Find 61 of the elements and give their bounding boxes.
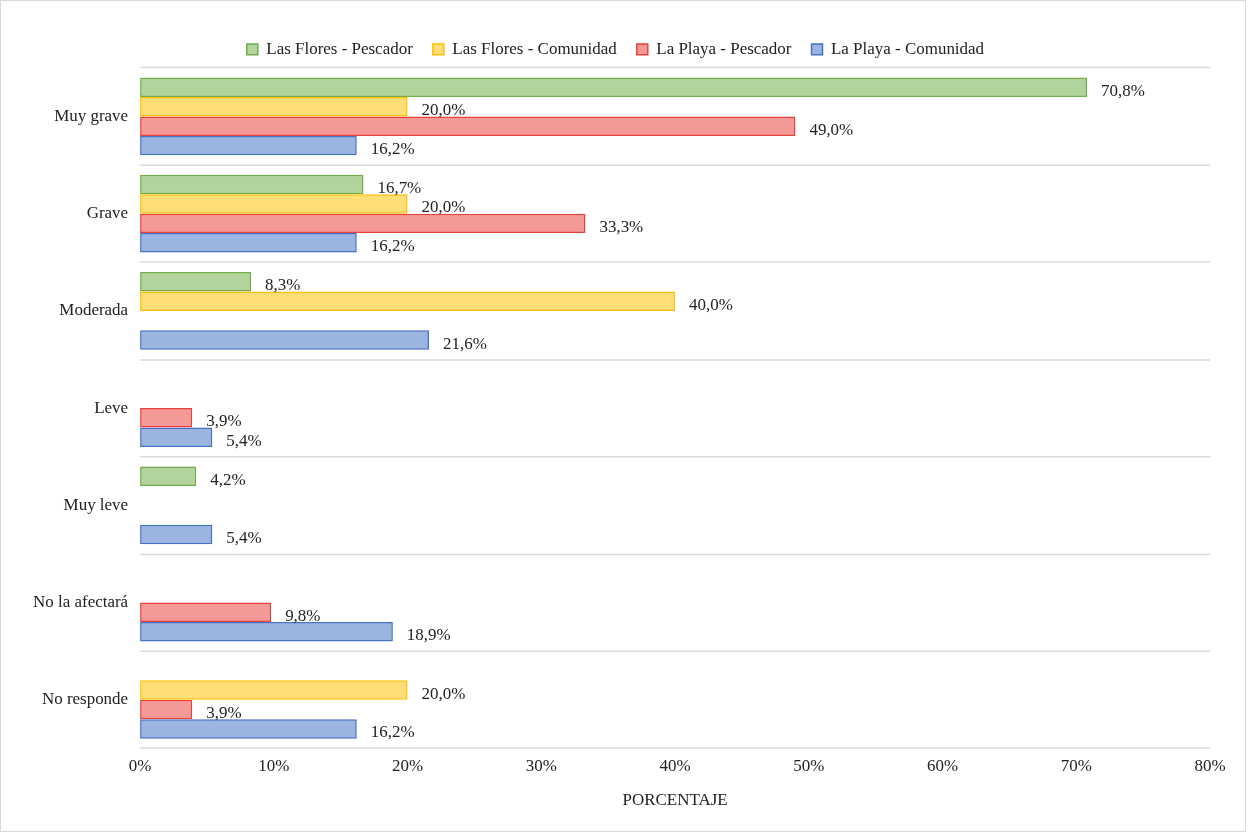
bar xyxy=(140,602,272,623)
y-tick-label: Muy grave xyxy=(54,105,129,125)
bar xyxy=(140,291,676,311)
data-label: 16,7% xyxy=(377,177,422,197)
data-label: 5,4% xyxy=(226,527,262,547)
x-tick-label: 20% xyxy=(392,756,424,776)
data-label: 8,3% xyxy=(265,275,301,295)
bar xyxy=(140,233,357,253)
data-label: 18,9% xyxy=(406,625,451,645)
legend-label: Las Flores - Comunidad xyxy=(452,38,618,58)
y-tick-label: No responde xyxy=(41,689,129,709)
bar xyxy=(140,719,357,739)
bar xyxy=(140,77,1088,98)
y-tick-label: Moderada xyxy=(59,300,129,320)
bar xyxy=(140,427,213,448)
x-tick-label: 40% xyxy=(659,756,691,776)
data-label: 16,2% xyxy=(370,236,415,256)
x-axis-title: PORCENTAJE xyxy=(622,790,728,810)
bar xyxy=(140,408,193,428)
x-tick-label: 70% xyxy=(1060,756,1092,776)
y-tick-label: Grave xyxy=(86,203,129,223)
x-tick-label: 0% xyxy=(128,756,152,776)
bar xyxy=(140,699,193,720)
bar xyxy=(140,97,408,117)
legend-label: La Playa - Comunidad xyxy=(830,38,985,58)
data-label: 9,8% xyxy=(285,605,321,625)
bar xyxy=(140,194,408,214)
legend-label: La Playa - Pescador xyxy=(656,38,792,58)
data-label: 21,6% xyxy=(442,333,487,353)
data-label: 4,2% xyxy=(210,469,246,489)
data-label: 5,4% xyxy=(226,430,262,450)
data-label: 20,0% xyxy=(421,683,466,703)
y-tick-label: Leve xyxy=(94,397,129,417)
y-tick-label: Muy leve xyxy=(63,494,129,514)
y-tick-label: No la afectará xyxy=(33,592,129,612)
data-label: 3,9% xyxy=(206,702,242,722)
data-label: 33,3% xyxy=(599,216,644,236)
x-tick-label: 50% xyxy=(793,756,825,776)
bar xyxy=(140,213,586,234)
bar xyxy=(140,330,429,350)
bar xyxy=(140,524,213,545)
data-label: 3,9% xyxy=(206,411,242,431)
data-label: 40,0% xyxy=(689,294,733,314)
data-label: 20,0% xyxy=(421,197,466,217)
data-label: 70,8% xyxy=(1100,80,1145,100)
bar xyxy=(140,622,393,642)
x-tick-label: 10% xyxy=(258,756,290,776)
bar xyxy=(140,272,252,292)
data-label: 16,2% xyxy=(370,722,415,742)
bar xyxy=(140,135,357,156)
bar xyxy=(140,174,364,195)
bar xyxy=(140,680,408,700)
legend-label: Las Flores - Pescador xyxy=(266,38,414,58)
x-tick-label: 30% xyxy=(525,756,557,776)
x-tick-label: 80% xyxy=(1194,756,1226,776)
data-label: 16,2% xyxy=(370,139,415,159)
bar xyxy=(140,466,197,486)
bar xyxy=(140,116,796,136)
x-tick-label: 60% xyxy=(927,756,959,776)
data-label: 49,0% xyxy=(809,119,854,139)
data-label: 20,0% xyxy=(421,100,466,120)
